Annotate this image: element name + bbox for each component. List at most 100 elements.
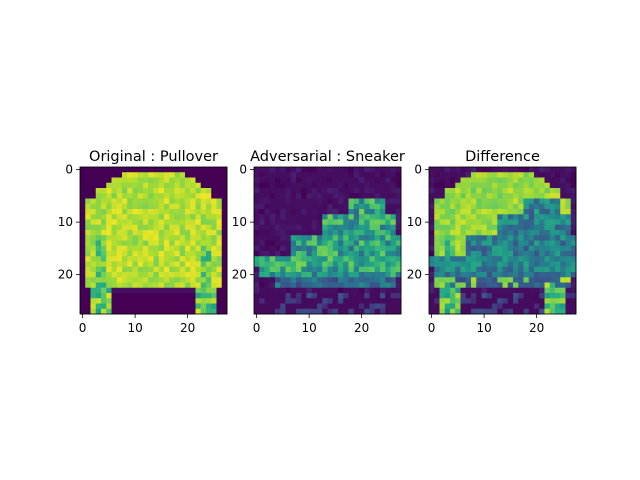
heatmap-cell [523,256,530,262]
heatmap-cell [95,298,102,304]
heatmap-cell [174,214,181,220]
heatmap-cell [301,298,307,304]
heatmap-cell [216,209,223,215]
heatmap-cell [528,188,535,194]
heatmap-cell [380,293,386,299]
heatmap-cell [174,308,181,315]
heatmap-cell [164,198,170,205]
heatmap-cell [101,282,107,289]
heatmap-cell [169,198,175,205]
heatmap-cell [148,277,154,283]
heatmap-cell [85,282,91,289]
heatmap-cell [353,235,360,241]
heatmap-cell [85,209,91,215]
heatmap-cell [174,251,181,257]
heatmap-cell [280,177,286,184]
heatmap-cell [285,272,292,278]
y-tick-label: 10 [232,215,247,229]
heatmap-cell [317,203,323,210]
heatmap-cell [534,203,540,210]
heatmap-cell [174,172,181,178]
heatmap-cell [523,235,530,241]
heatmap-cell [395,277,402,283]
heatmap-cell [264,256,271,262]
heatmap-cell [513,245,519,252]
heatmap-cell [385,188,391,194]
heatmap-cell [369,219,376,226]
heatmap-cell [565,224,572,231]
heatmap-cell [476,245,482,252]
heatmap-cell [353,230,360,236]
heatmap-cell [311,203,318,210]
heatmap-cell [179,266,186,273]
heatmap-cell [200,293,207,299]
heatmap-cell [101,277,107,283]
heatmap-cell [343,266,349,273]
heatmap-cell [301,272,307,278]
heatmap-cell [190,198,196,205]
heatmap-cell [486,230,493,236]
heatmap-cell [275,287,281,294]
heatmap-cell [280,214,286,220]
heatmap-cell [560,266,566,273]
heatmap-cell [174,272,181,278]
heatmap-cell [200,245,207,252]
heatmap-cell [549,240,556,247]
heatmap-cell [185,172,191,178]
heatmap-cell [518,282,524,289]
heatmap-cell [534,287,540,294]
heatmap-cell [327,219,334,226]
heatmap-cell [164,177,170,184]
heatmap-cell [492,214,498,220]
heatmap-cell [111,214,118,220]
heatmap-cell [570,277,577,283]
heatmap-cell [254,188,260,194]
y-tick-label: 20 [232,268,247,282]
heatmap-cell [195,203,202,210]
heatmap-cell [306,298,313,304]
heatmap-cell [570,303,577,310]
heatmap-cell [179,219,186,226]
heatmap-cell [390,167,397,173]
heatmap-cell [380,256,386,262]
heatmap-cell [322,282,328,289]
heatmap-cell [311,266,318,273]
heatmap-cell [85,308,91,315]
heatmap-cell [85,177,91,184]
heatmap-cell [164,182,170,189]
heatmap-cell [348,261,355,268]
heatmap-cell [560,308,566,315]
heatmap-cell [116,203,123,210]
heatmap-cell [301,293,307,299]
heatmap-cell [476,261,482,268]
heatmap-cell [523,209,530,215]
heatmap-cell [106,172,112,178]
heatmap-cell [369,172,376,178]
heatmap-cell [290,256,297,262]
heatmap-cell [195,256,202,262]
heatmap-cell [158,298,165,304]
heatmap-cell [153,293,160,299]
heatmap-cell [95,287,102,294]
heatmap-cell [254,203,260,210]
heatmap-cell [544,308,551,315]
axes-frame [253,166,402,315]
heatmap-cell [502,214,509,220]
heatmap-cell [216,251,223,257]
heatmap-cell [565,219,572,226]
heatmap-cell [429,209,435,215]
heatmap-cell [179,293,186,299]
heatmap-cell [570,193,577,199]
heatmap-cell [254,282,260,289]
heatmap-cell [560,193,566,199]
heatmap-cell [90,193,97,199]
heatmap-cell [465,182,472,189]
heatmap-cell [169,203,175,210]
heatmap-cell [369,214,376,220]
heatmap-cell [190,188,196,194]
heatmap-cell [502,272,509,278]
heatmap-cell [174,230,181,236]
heatmap-cell [158,287,165,294]
heatmap-cell [106,298,112,304]
heatmap-cell [301,182,307,189]
